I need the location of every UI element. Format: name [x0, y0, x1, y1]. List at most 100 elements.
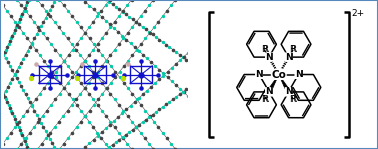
Text: N: N	[265, 53, 273, 62]
Point	[136, 123, 143, 126]
Point	[90, 98, 96, 101]
Point	[42, 17, 48, 20]
Point	[94, 15, 101, 18]
Point	[136, 23, 143, 26]
Point	[35, 26, 41, 29]
Point	[23, 10, 29, 12]
Point	[56, 148, 62, 149]
Point	[90, 126, 96, 128]
Point	[143, 118, 149, 121]
Point	[92, 60, 98, 62]
Point	[140, 53, 146, 56]
Point	[92, 73, 98, 76]
Point	[64, 73, 70, 76]
Point	[148, 86, 154, 88]
Point	[45, 134, 51, 136]
Point	[33, 48, 39, 51]
Point	[103, 59, 109, 62]
Point	[52, 48, 58, 51]
Point	[173, 63, 179, 65]
Text: N: N	[265, 87, 273, 96]
Point	[183, 88, 189, 91]
Text: N: N	[285, 87, 293, 96]
Point	[113, 141, 119, 143]
Point	[156, 69, 162, 71]
Text: N: N	[285, 53, 293, 62]
Point	[22, 140, 28, 142]
Point	[18, 85, 24, 87]
Point	[164, 137, 170, 139]
Point	[12, 118, 18, 120]
Point	[0, 53, 6, 55]
Point	[2, 51, 8, 53]
Text: N: N	[285, 87, 293, 96]
Point	[57, 93, 63, 95]
Point	[112, 76, 118, 79]
Point	[138, 104, 144, 106]
Point	[160, 106, 166, 108]
Point	[14, 0, 20, 1]
Point	[87, 4, 93, 7]
Point	[153, 36, 159, 38]
Point	[136, 97, 142, 99]
Point	[185, 52, 191, 54]
Point	[187, 86, 193, 88]
Point	[90, 8, 96, 10]
Point	[29, 43, 35, 45]
Point	[17, 18, 23, 20]
Point	[8, 37, 14, 40]
Point	[116, 70, 122, 73]
Point	[177, 59, 183, 62]
Point	[125, 115, 131, 117]
Point	[160, 41, 166, 43]
Point	[65, 65, 71, 67]
Point	[106, 1, 112, 3]
Point	[164, 10, 170, 12]
Point	[189, 48, 195, 50]
Point	[94, 43, 101, 45]
Point	[20, 58, 26, 60]
Point	[45, 65, 51, 67]
Point	[121, 82, 127, 84]
Point	[3, 48, 9, 51]
Point	[132, 101, 138, 103]
Point	[9, 69, 15, 71]
Point	[151, 120, 157, 123]
Polygon shape	[279, 74, 290, 93]
Point	[4, 137, 10, 139]
Point	[0, 84, 3, 87]
Point	[78, 109, 84, 112]
Point	[0, 94, 6, 96]
Point	[166, 101, 172, 103]
Point	[138, 73, 144, 76]
Point	[163, 103, 169, 106]
Point	[133, 21, 139, 23]
Point	[150, 33, 156, 36]
Point	[23, 4, 29, 6]
Point	[27, 101, 33, 104]
Point	[133, 21, 139, 23]
Point	[146, 116, 152, 118]
Point	[77, 54, 84, 56]
Point	[6, 104, 12, 106]
Point	[17, 129, 23, 131]
Point	[120, 77, 126, 79]
Point	[155, 73, 161, 76]
Point	[43, 10, 49, 12]
Point	[127, 42, 133, 44]
Point	[107, 123, 113, 126]
Point	[99, 54, 105, 56]
Point	[52, 98, 58, 101]
Point	[34, 33, 40, 36]
Text: N: N	[255, 70, 263, 79]
Point	[18, 131, 24, 134]
Point	[119, 136, 125, 138]
Point	[61, 59, 67, 62]
Point	[56, 26, 62, 29]
Point	[49, 70, 55, 73]
Point	[31, 126, 37, 128]
Point	[35, 120, 41, 123]
Point	[193, 44, 199, 46]
Point	[189, 99, 195, 101]
Point	[151, 26, 157, 29]
